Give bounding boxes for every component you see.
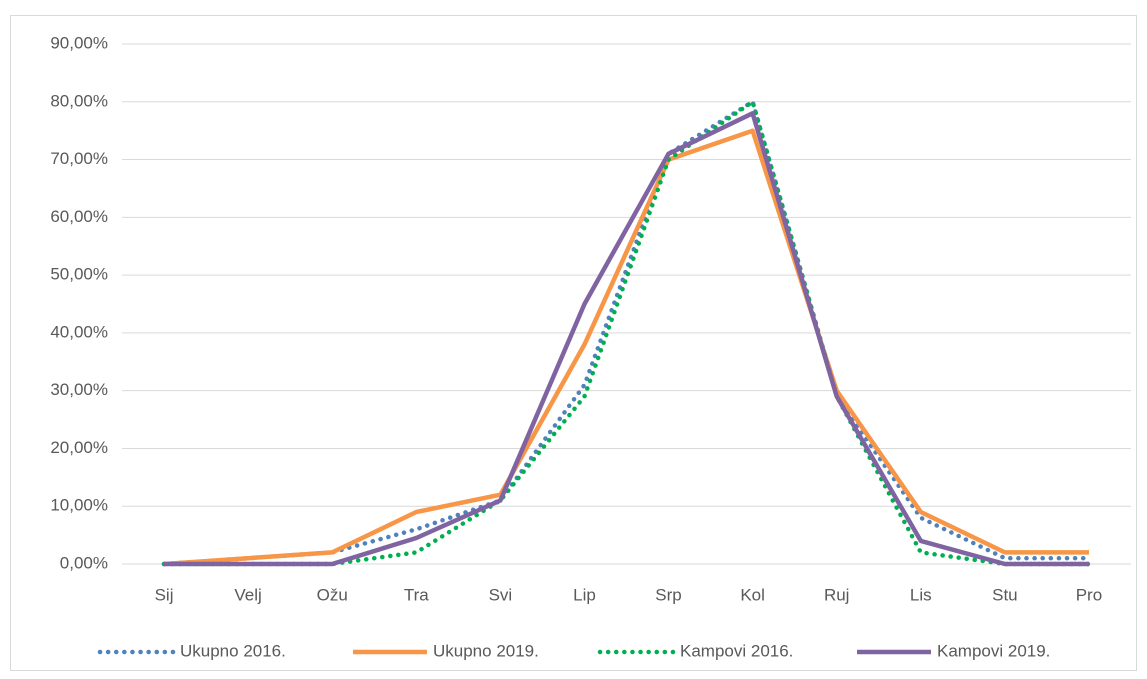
- x-tick-label: Pro: [1076, 585, 1102, 604]
- series-line: [163, 128, 1089, 567]
- x-tick-label: Stu: [992, 585, 1018, 604]
- y-tick-label: 30,00%: [50, 380, 108, 399]
- chart-frame: [10, 15, 1137, 671]
- y-tick-label: 10,00%: [50, 496, 108, 515]
- x-tick-label: Ožu: [317, 585, 348, 604]
- x-tick-label: Lip: [573, 585, 596, 604]
- y-tick-label: 80,00%: [50, 91, 108, 110]
- x-tick-label: Sij: [155, 585, 174, 604]
- y-tick-label: 90,00%: [50, 33, 108, 52]
- x-tick-label: Kol: [740, 585, 765, 604]
- y-tick-label: 20,00%: [50, 438, 108, 457]
- x-tick-label: Srp: [655, 585, 681, 604]
- x-tick-label: Lis: [910, 585, 932, 604]
- legend-label: Ukupno 2019.: [433, 641, 539, 660]
- x-tick-label: Tra: [404, 585, 429, 604]
- y-tick-label: 50,00%: [50, 265, 108, 284]
- y-tick-label: 40,00%: [50, 322, 108, 341]
- series-line: [164, 111, 1089, 567]
- legend-label: Ukupno 2016.: [180, 641, 286, 660]
- x-tick-label: Ruj: [824, 585, 850, 604]
- x-tick-label: Svi: [489, 585, 513, 604]
- y-tick-label: 70,00%: [50, 149, 108, 168]
- legend-label: Kampovi 2019.: [937, 641, 1050, 660]
- legend-label: Kampovi 2016.: [680, 641, 793, 660]
- y-tick-label: 0,00%: [60, 553, 108, 572]
- x-tick-label: Velj: [234, 585, 261, 604]
- y-tick-label: 60,00%: [50, 207, 108, 226]
